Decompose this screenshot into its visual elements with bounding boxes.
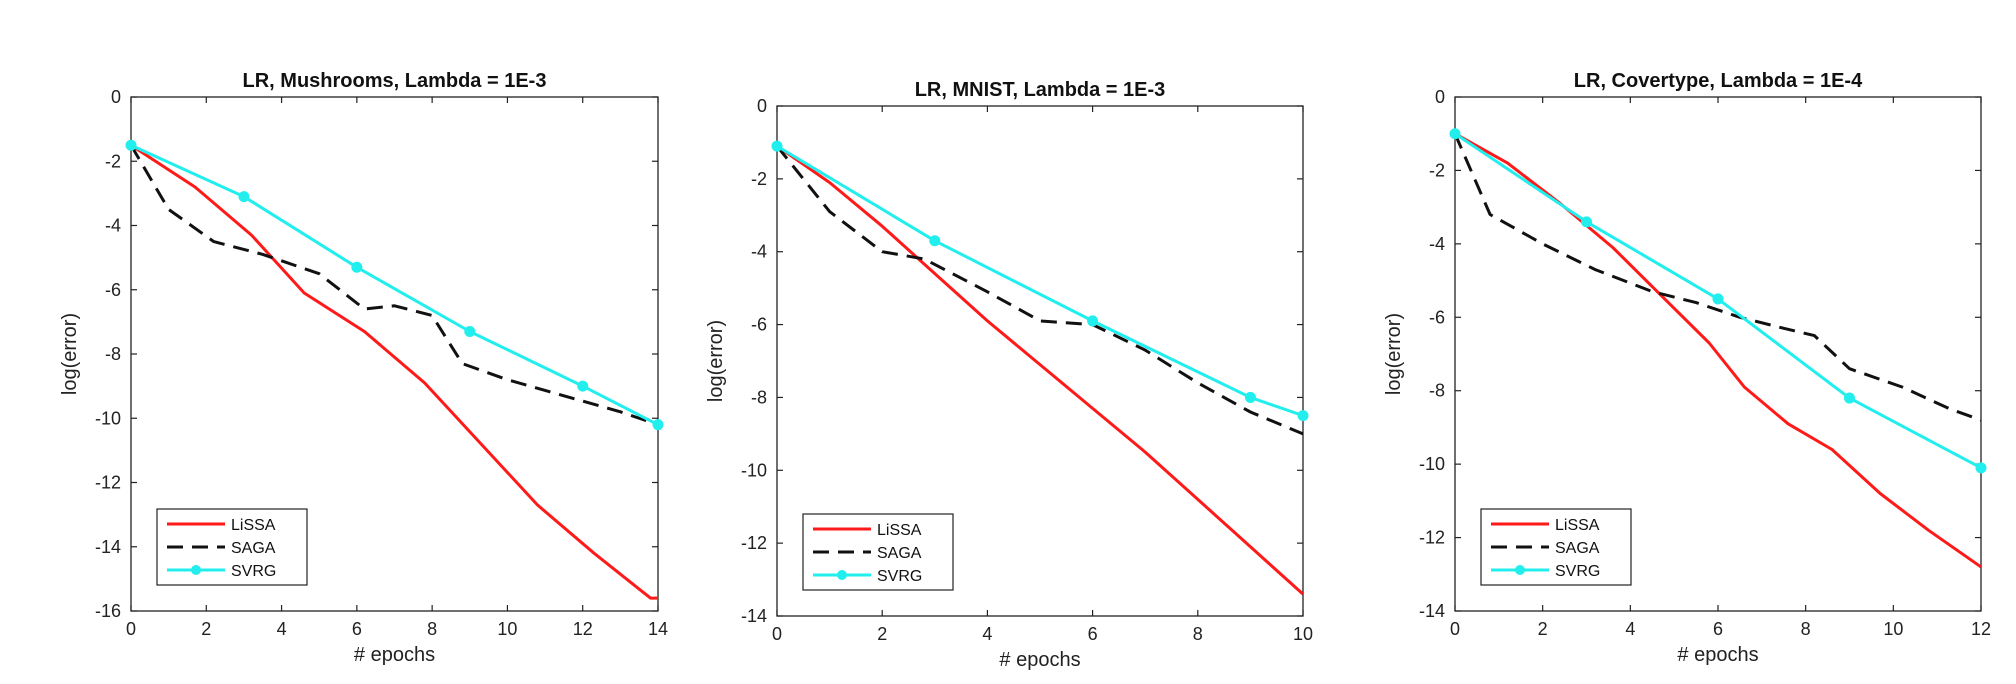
series-line-saga	[1455, 133, 1981, 422]
y-tick-label: -12	[741, 533, 767, 553]
y-tick-label: -4	[1429, 234, 1445, 254]
y-tick-label: 0	[111, 87, 121, 107]
series-line-lissa	[777, 144, 1303, 596]
series-point-svrg	[1297, 410, 1309, 422]
x-tick-label: 4	[982, 624, 992, 644]
y-tick-label: -4	[105, 216, 121, 236]
series-point-svrg	[1087, 315, 1099, 327]
y-tick-label: 0	[757, 96, 767, 116]
x-tick-label: 8	[1193, 624, 1203, 644]
y-tick-label: -14	[1419, 601, 1445, 621]
x-tick-label: 8	[427, 619, 437, 639]
chart-panel-1: 0 2 4 6 8 10 12 14 0 -2 -4 -6 -8 -10 -12 -14 -16 LR, Mush…	[59, 70, 668, 666]
x-tick-label: 6	[352, 619, 362, 639]
y-tick-label: -2	[1429, 160, 1445, 180]
series-point-svrg	[929, 235, 941, 247]
y-tick-label: -6	[751, 315, 767, 335]
y-tick-label: -10	[1419, 454, 1445, 474]
y-tick-label: -4	[751, 242, 767, 262]
x-tick-label: 0	[772, 624, 782, 644]
x-axis-label: # epochs	[999, 649, 1080, 671]
x-tick-label: 6	[1713, 619, 1723, 639]
x-tick-label: 2	[201, 619, 211, 639]
x-tick-label: 10	[497, 619, 517, 639]
legend-label-saga: SAGA	[877, 545, 922, 562]
x-tick-label: 2	[877, 624, 887, 644]
series-point-svrg	[125, 139, 137, 151]
legend-label-saga: SAGA	[231, 540, 276, 557]
legend: LiSSA SAGA SVRG	[1480, 508, 1632, 586]
series-point-svrg	[1712, 293, 1724, 305]
y-axis-label: log(error)	[1383, 313, 1405, 395]
chart-panel-2: 0 2 4 6 8 10 0 -2 -4 -6 -8 -10 -12 -14 LR, MNIST, Lamb…	[705, 79, 1313, 671]
y-tick-label: 0	[1435, 87, 1445, 107]
legend-marker-svrg	[837, 570, 847, 580]
series-point-svrg	[1449, 128, 1461, 140]
y-tick-label: -16	[95, 601, 121, 621]
y-tick-label: -6	[1429, 307, 1445, 327]
x-tick-label: 0	[126, 619, 136, 639]
legend-label-saga: SAGA	[1555, 540, 1600, 557]
series-line-saga	[131, 144, 658, 427]
y-tick-label: -2	[751, 169, 767, 189]
chart-panel-3: 0 2 4 6 8 10 12 0 -2 -4 -6 -8 -10 -12 -14 LR, Covertype…	[1383, 70, 1991, 666]
x-axis-label: # epochs	[1677, 644, 1758, 666]
legend-label-lissa: LiSSA	[1555, 517, 1600, 534]
y-tick-label: -12	[95, 473, 121, 493]
x-tick-label: 4	[277, 619, 287, 639]
legend: LiSSA SAGA SVRG	[802, 513, 954, 591]
y-tick-label: -6	[105, 280, 121, 300]
legend-marker-svrg	[191, 565, 201, 575]
x-tick-label: 14	[648, 619, 668, 639]
legend-label-svrg: SVRG	[1555, 563, 1600, 580]
x-tick-label: 2	[1538, 619, 1548, 639]
y-tick-label: -10	[741, 460, 767, 480]
series-point-svrg	[771, 140, 783, 152]
x-tick-label: 4	[1625, 619, 1635, 639]
series-line-lissa	[131, 143, 658, 600]
y-axis-label: log(error)	[705, 320, 727, 402]
x-tick-label: 10	[1293, 624, 1313, 644]
legend: LiSSA SAGA SVRG	[156, 508, 308, 586]
chart-title: LR, Mushrooms, Lambda = 1E-3	[243, 70, 547, 92]
legend-label-lissa: LiSSA	[877, 522, 922, 539]
y-tick-label: -10	[95, 408, 121, 428]
chart-title: LR, Covertype, Lambda = 1E-4	[1574, 70, 1863, 92]
x-tick-label: 8	[1801, 619, 1811, 639]
x-tick-label: 10	[1883, 619, 1903, 639]
y-tick-label: -2	[105, 151, 121, 171]
y-tick-label: -14	[741, 606, 767, 626]
series-point-svrg	[464, 326, 476, 338]
x-axis-label: # epochs	[354, 644, 435, 666]
series-line-svrg	[131, 143, 658, 427]
series-point-svrg	[652, 419, 664, 431]
series-point-svrg	[351, 261, 363, 273]
legend-label-svrg: SVRG	[877, 568, 922, 585]
x-tick-label: 0	[1450, 619, 1460, 639]
series-point-svrg	[577, 380, 589, 392]
series-point-svrg	[1844, 392, 1855, 404]
chart-title: LR, MNIST, Lambda = 1E-3	[915, 79, 1166, 101]
series-point-svrg	[1244, 391, 1256, 403]
x-tick-label: 12	[1971, 619, 1991, 639]
x-tick-label: 6	[1088, 624, 1098, 644]
y-axis-label: log(error)	[59, 313, 81, 395]
legend-label-svrg: SVRG	[231, 563, 276, 580]
series-point-svrg	[1581, 216, 1592, 228]
series-point-svrg	[238, 191, 250, 203]
y-tick-label: -12	[1419, 528, 1445, 548]
y-tick-label: -8	[1429, 381, 1445, 401]
series-line-saga	[777, 145, 1303, 436]
y-tick-label: -14	[95, 537, 121, 557]
y-tick-label: -8	[105, 344, 121, 364]
x-tick-label: 12	[573, 619, 593, 639]
series-point-svrg	[1975, 462, 1987, 474]
y-tick-label: -8	[751, 387, 767, 407]
legend-marker-svrg	[1515, 565, 1525, 575]
legend-label-lissa: LiSSA	[231, 517, 276, 534]
